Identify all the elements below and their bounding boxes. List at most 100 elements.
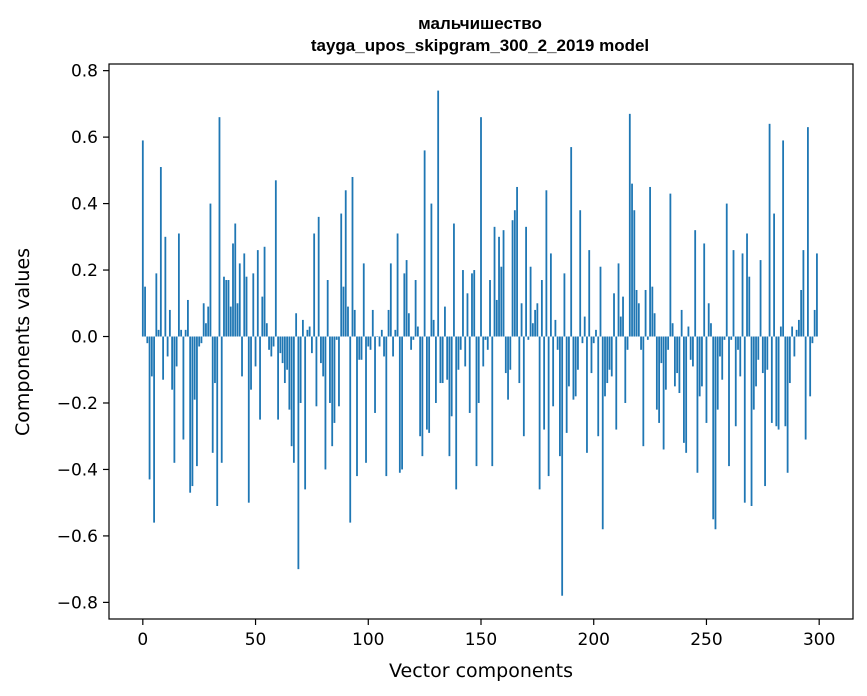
bar <box>750 336 753 506</box>
bar <box>171 336 174 390</box>
bar <box>342 286 345 337</box>
bar <box>162 336 165 380</box>
bar <box>150 336 153 377</box>
bar <box>509 336 512 370</box>
bar <box>281 336 284 364</box>
bar <box>389 263 392 337</box>
bar <box>247 336 250 503</box>
bar <box>527 336 530 340</box>
y-tick-label: −0.8 <box>57 593 98 613</box>
bar <box>513 210 516 337</box>
bar <box>448 336 451 457</box>
bar <box>464 336 467 367</box>
bar <box>694 230 697 337</box>
bar <box>784 336 787 427</box>
bar <box>353 309 356 337</box>
bar <box>529 266 532 337</box>
bar <box>320 336 322 364</box>
bar <box>725 203 728 337</box>
bar <box>196 336 198 467</box>
bar <box>425 336 428 430</box>
bar <box>755 336 757 387</box>
bar <box>518 336 521 384</box>
bar <box>538 336 541 490</box>
bar <box>572 336 575 400</box>
bar <box>191 336 194 487</box>
bar <box>414 280 417 337</box>
bar <box>493 226 496 337</box>
bar <box>322 336 325 377</box>
bar <box>773 213 775 337</box>
bar <box>696 336 699 473</box>
bar <box>259 336 261 420</box>
bar <box>673 336 676 387</box>
bar <box>525 226 527 337</box>
bar <box>457 336 460 370</box>
bar <box>218 117 221 337</box>
bar <box>565 336 568 433</box>
bar <box>577 336 579 370</box>
bar <box>383 336 385 357</box>
bar <box>326 280 329 337</box>
bar <box>608 336 611 370</box>
bar <box>347 306 349 337</box>
bar <box>570 147 573 337</box>
bar <box>419 336 422 437</box>
bar <box>516 186 518 337</box>
bar <box>606 336 609 384</box>
bar <box>543 336 546 430</box>
bar <box>687 326 690 337</box>
bar <box>358 336 361 360</box>
bar <box>807 127 809 337</box>
bar <box>207 306 210 337</box>
bar <box>761 336 764 374</box>
bar <box>462 270 464 337</box>
bar <box>604 336 606 397</box>
bar <box>362 263 365 337</box>
bar <box>676 336 679 374</box>
bar <box>286 336 289 370</box>
bar <box>229 306 232 337</box>
bar <box>536 303 539 337</box>
bar <box>579 210 582 337</box>
bar <box>180 329 183 337</box>
bar <box>732 250 735 337</box>
bar <box>261 296 264 337</box>
bar <box>166 336 169 357</box>
bar <box>768 123 771 337</box>
bar <box>624 336 627 403</box>
y-tick-label: −0.2 <box>57 394 98 414</box>
bar <box>484 336 487 340</box>
bar <box>610 336 613 377</box>
bar <box>441 336 444 384</box>
bar <box>398 336 401 473</box>
bar <box>534 309 537 337</box>
bar <box>405 260 408 337</box>
bar <box>678 336 681 394</box>
bar <box>238 263 241 337</box>
bar <box>308 326 311 337</box>
bar <box>187 299 189 337</box>
bar <box>394 329 397 337</box>
bar <box>685 336 688 453</box>
bar <box>177 233 180 337</box>
bar <box>723 336 726 340</box>
bar <box>743 336 746 503</box>
bar <box>236 303 239 337</box>
bar <box>324 336 327 470</box>
bar <box>430 203 433 337</box>
bar <box>698 336 701 397</box>
bar <box>283 336 286 384</box>
bar <box>628 113 631 337</box>
bar <box>270 336 273 357</box>
bar <box>680 309 683 337</box>
bar <box>649 186 651 337</box>
bar <box>737 336 739 350</box>
bar <box>369 336 372 350</box>
bar <box>189 336 192 493</box>
bar <box>759 260 762 337</box>
bar <box>356 336 358 477</box>
bar <box>752 336 755 410</box>
bar <box>574 336 577 397</box>
bar <box>719 336 721 357</box>
